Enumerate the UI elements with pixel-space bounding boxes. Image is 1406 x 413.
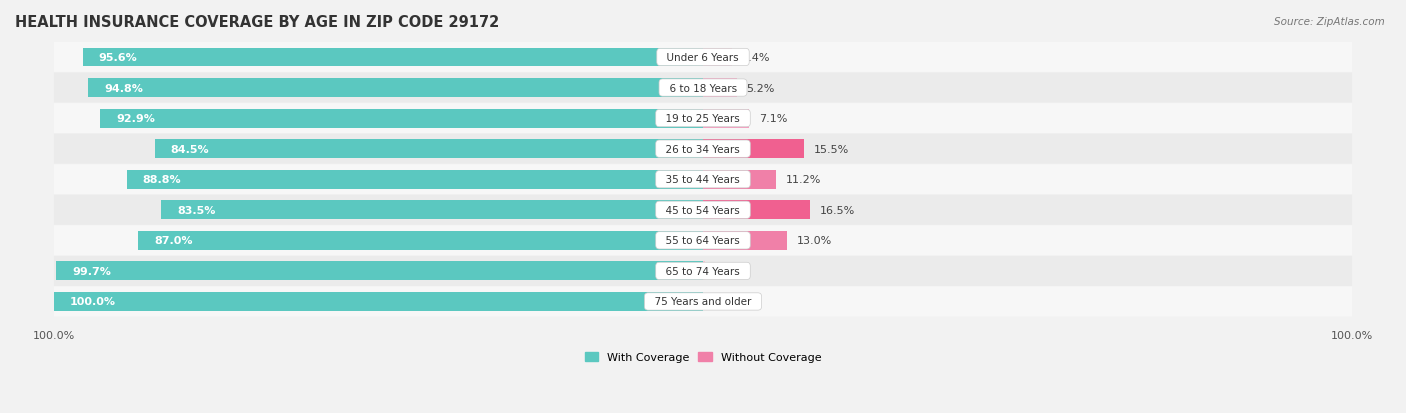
Text: 16.5%: 16.5%: [820, 205, 855, 215]
Text: 45 to 54 Years: 45 to 54 Years: [659, 205, 747, 215]
Text: 75 Years and older: 75 Years and older: [648, 297, 758, 307]
Text: 55 to 64 Years: 55 to 64 Years: [659, 236, 747, 246]
Text: 4.4%: 4.4%: [741, 53, 770, 63]
Bar: [87, 79, 703, 98]
Text: 99.7%: 99.7%: [72, 266, 111, 276]
Bar: [703, 79, 737, 98]
Bar: [53, 292, 703, 311]
Text: 94.8%: 94.8%: [104, 83, 143, 93]
Bar: [127, 170, 703, 189]
Text: 84.5%: 84.5%: [170, 144, 209, 154]
Bar: [138, 231, 703, 250]
Text: 26 to 34 Years: 26 to 34 Years: [659, 144, 747, 154]
Legend: With Coverage, Without Coverage: With Coverage, Without Coverage: [581, 348, 825, 367]
Text: 87.0%: 87.0%: [155, 236, 193, 246]
Bar: [703, 170, 776, 189]
Text: 0.0%: 0.0%: [723, 297, 751, 307]
Text: 13.0%: 13.0%: [797, 236, 832, 246]
Bar: [703, 109, 749, 128]
Text: 6 to 18 Years: 6 to 18 Years: [662, 83, 744, 93]
Bar: [703, 48, 731, 67]
FancyBboxPatch shape: [53, 74, 1353, 103]
Text: HEALTH INSURANCE COVERAGE BY AGE IN ZIP CODE 29172: HEALTH INSURANCE COVERAGE BY AGE IN ZIP …: [15, 15, 499, 30]
Text: 19 to 25 Years: 19 to 25 Years: [659, 114, 747, 124]
Bar: [162, 201, 703, 220]
Bar: [703, 201, 810, 220]
Bar: [703, 231, 787, 250]
Text: 0.3%: 0.3%: [714, 266, 742, 276]
Text: 15.5%: 15.5%: [813, 144, 849, 154]
Text: 100.0%: 100.0%: [70, 297, 117, 307]
Bar: [703, 262, 704, 281]
Text: 83.5%: 83.5%: [177, 205, 215, 215]
FancyBboxPatch shape: [53, 165, 1353, 195]
Text: Under 6 Years: Under 6 Years: [661, 53, 745, 63]
FancyBboxPatch shape: [53, 287, 1353, 317]
FancyBboxPatch shape: [53, 43, 1353, 73]
Bar: [703, 140, 804, 159]
FancyBboxPatch shape: [53, 134, 1353, 164]
FancyBboxPatch shape: [53, 104, 1353, 134]
Bar: [56, 262, 703, 281]
FancyBboxPatch shape: [53, 256, 1353, 286]
Text: 95.6%: 95.6%: [98, 53, 138, 63]
Bar: [100, 109, 703, 128]
Bar: [83, 48, 703, 67]
Text: Source: ZipAtlas.com: Source: ZipAtlas.com: [1274, 17, 1385, 26]
Text: 11.2%: 11.2%: [786, 175, 821, 185]
Text: 5.2%: 5.2%: [747, 83, 775, 93]
FancyBboxPatch shape: [53, 195, 1353, 225]
Text: 7.1%: 7.1%: [759, 114, 787, 124]
Text: 92.9%: 92.9%: [117, 114, 155, 124]
Text: 88.8%: 88.8%: [143, 175, 181, 185]
FancyBboxPatch shape: [53, 226, 1353, 256]
Text: 35 to 44 Years: 35 to 44 Years: [659, 175, 747, 185]
Text: 65 to 74 Years: 65 to 74 Years: [659, 266, 747, 276]
Bar: [155, 140, 703, 159]
